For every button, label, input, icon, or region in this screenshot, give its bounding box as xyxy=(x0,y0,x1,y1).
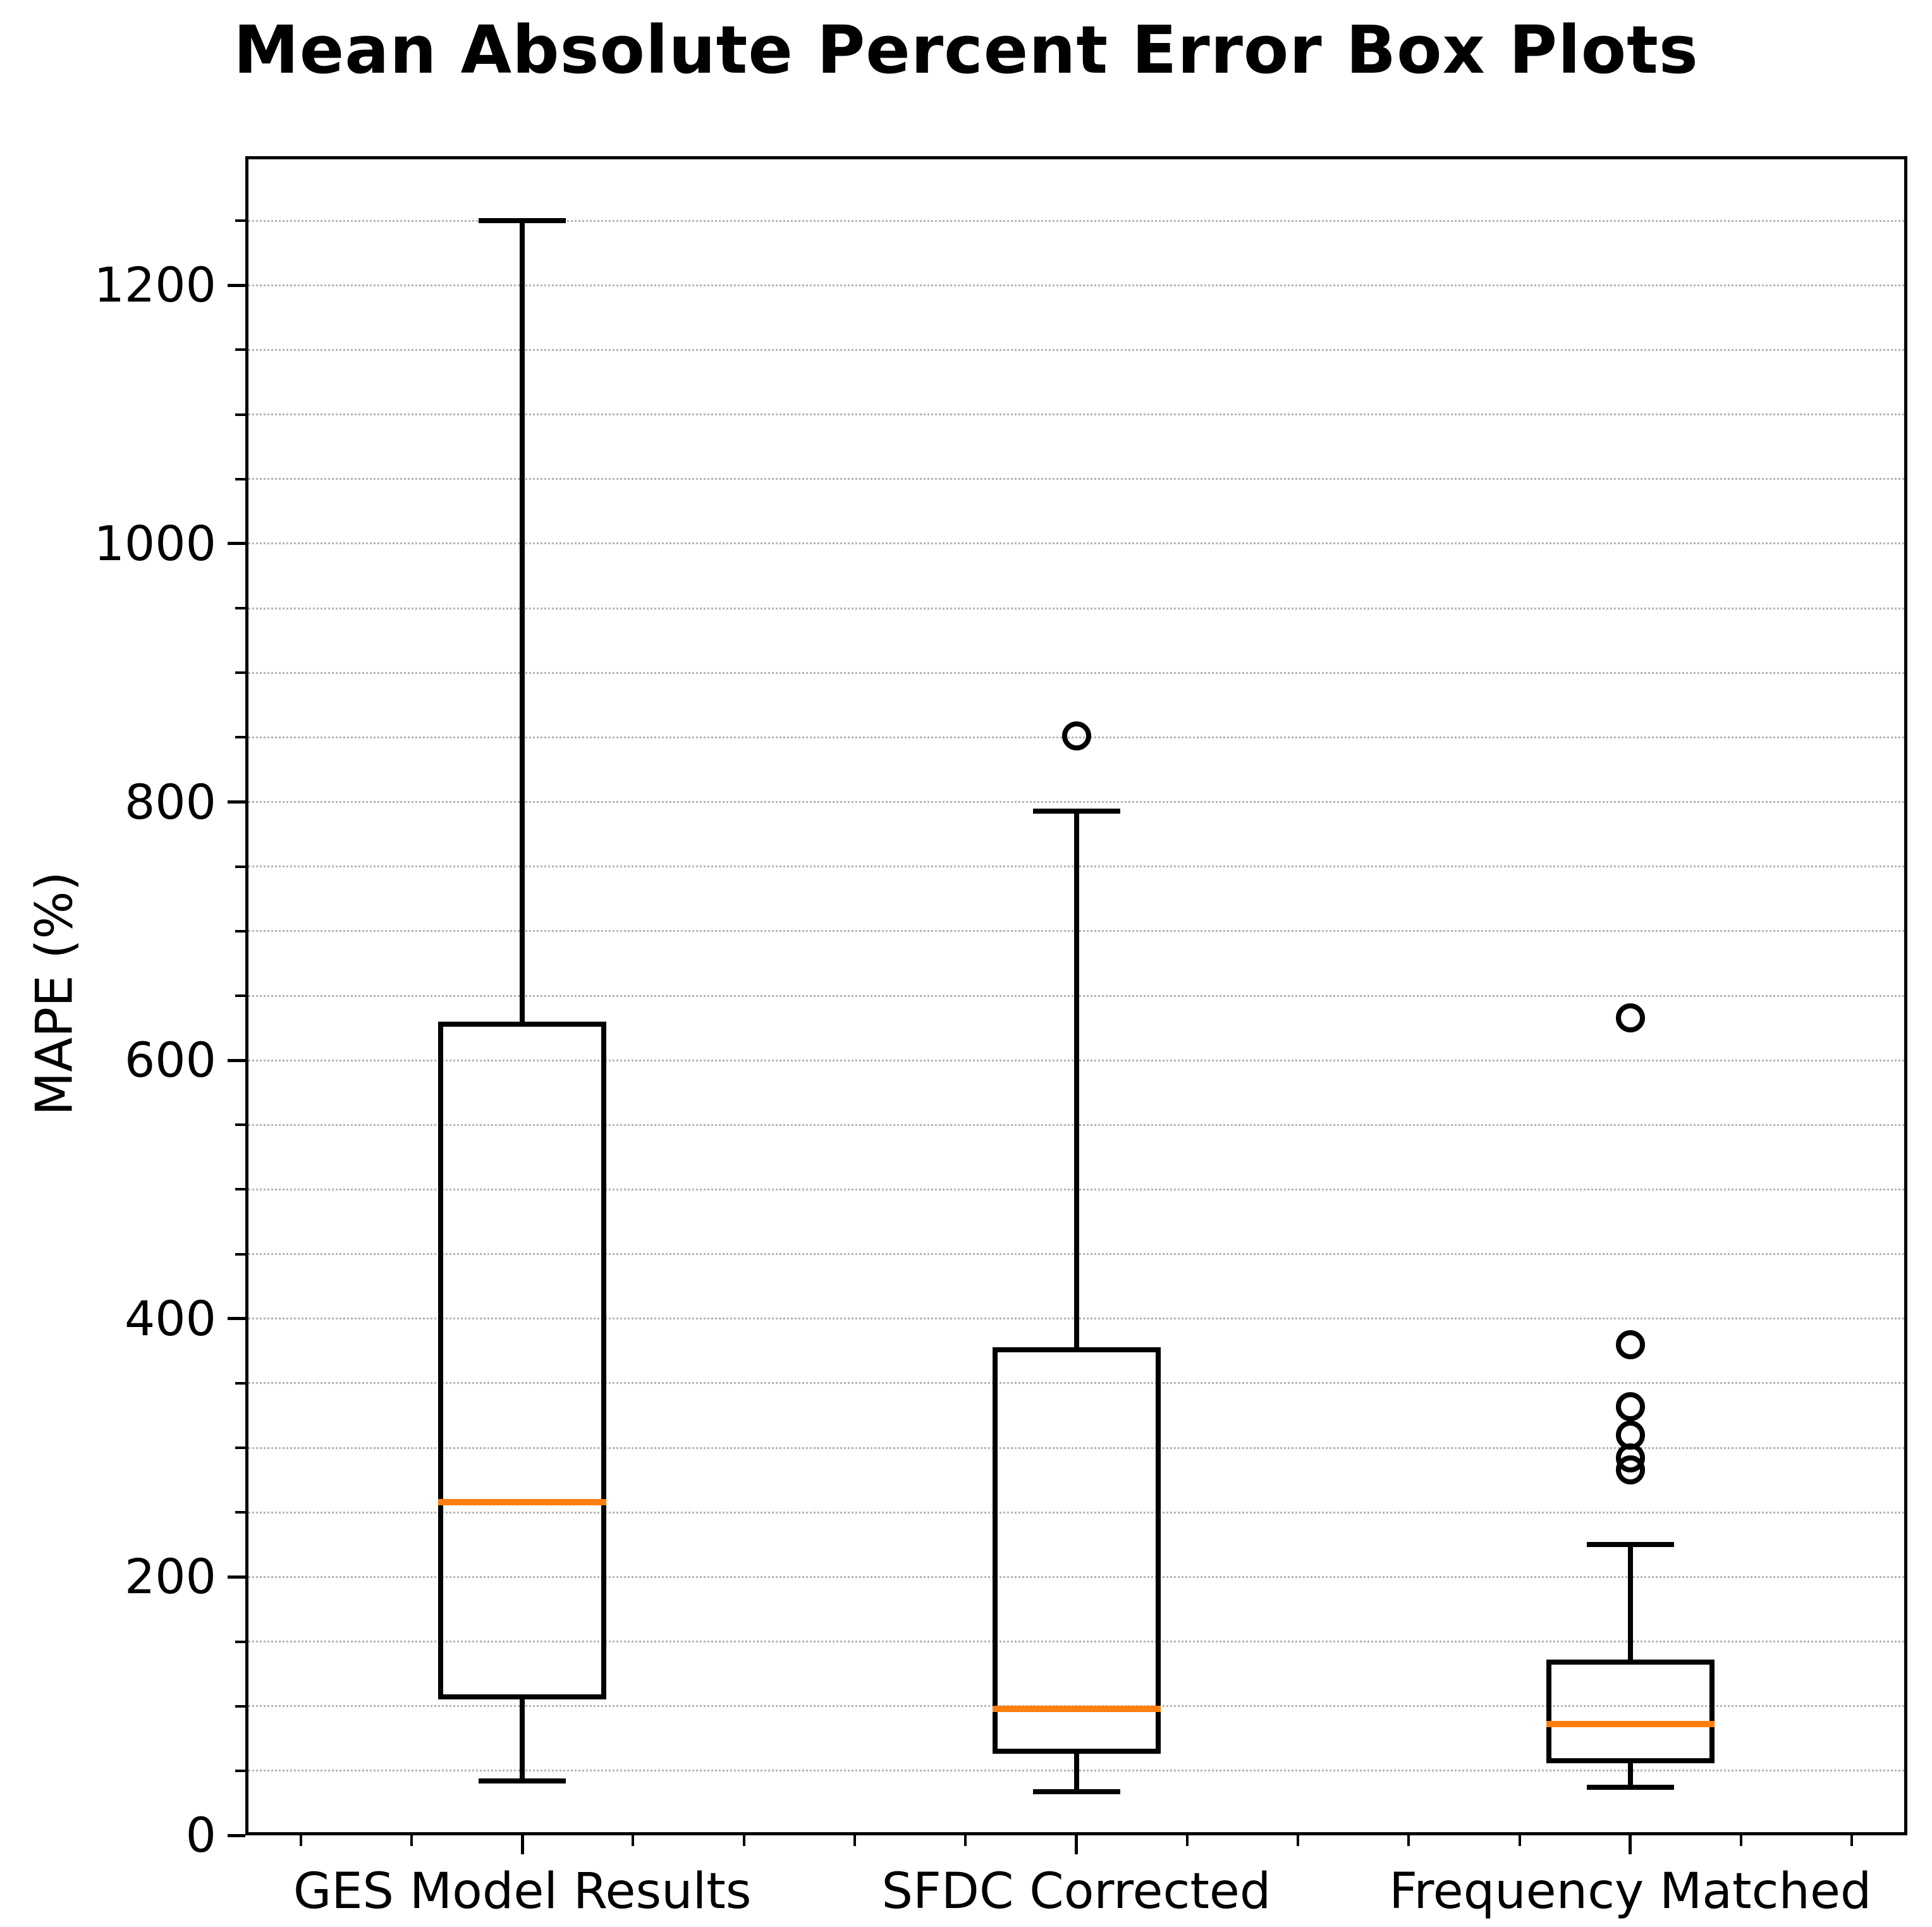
y-tick-label: 200 xyxy=(124,1548,216,1605)
y-major-tick xyxy=(228,1575,245,1579)
y-minor-tick xyxy=(235,1704,245,1708)
x-minor-tick xyxy=(410,1835,413,1846)
y-minor-tick xyxy=(235,671,245,675)
y-major-tick xyxy=(228,542,245,546)
y-minor-tick xyxy=(235,1447,245,1450)
y-gridline xyxy=(248,478,1904,480)
lower-whisker-stem xyxy=(1627,1763,1633,1788)
x-tick-label: Frequency Matched xyxy=(1389,1863,1872,1920)
lower-whisker-stem xyxy=(520,1699,525,1782)
y-major-tick xyxy=(228,1833,245,1837)
y-minor-tick xyxy=(235,994,245,997)
x-minor-tick xyxy=(1518,1835,1521,1846)
x-minor-tick xyxy=(1297,1835,1300,1846)
y-gridline xyxy=(248,219,1904,222)
outlier-point xyxy=(1061,721,1091,751)
y-minor-tick xyxy=(235,929,245,933)
y-minor-tick xyxy=(235,1123,245,1127)
y-major-tick xyxy=(228,1058,245,1062)
y-tick-label: 0 xyxy=(185,1807,216,1863)
x-minor-tick xyxy=(853,1835,856,1846)
outlier-point xyxy=(1615,1003,1645,1032)
y-minor-tick xyxy=(235,865,245,868)
y-minor-tick xyxy=(235,219,245,223)
lower-whisker-cap xyxy=(479,1778,566,1784)
upper-whisker-cap xyxy=(1586,1542,1674,1548)
median-line xyxy=(992,1705,1161,1712)
y-gridline xyxy=(248,801,1904,804)
y-minor-tick xyxy=(235,1381,245,1385)
y-minor-tick xyxy=(235,1769,245,1772)
x-minor-tick xyxy=(632,1835,635,1846)
y-minor-tick xyxy=(235,736,245,739)
y-major-tick xyxy=(228,1317,245,1321)
x-tick-label: SFDC Corrected xyxy=(881,1863,1271,1920)
y-tick-label: 1200 xyxy=(94,257,216,314)
outlier-point xyxy=(1615,1392,1645,1421)
outlier-point xyxy=(1615,1420,1645,1450)
iqr-box xyxy=(438,1021,607,1700)
x-minor-tick xyxy=(1850,1835,1854,1846)
x-major-tick xyxy=(1629,1835,1632,1854)
y-minor-tick xyxy=(235,1511,245,1514)
upper-whisker-cap xyxy=(1032,808,1120,814)
x-minor-tick xyxy=(1407,1835,1410,1846)
chart-title: Mean Absolute Percent Error Box Plots xyxy=(233,11,1699,89)
y-gridline xyxy=(248,413,1904,416)
y-gridline xyxy=(248,348,1904,351)
x-minor-tick xyxy=(1185,1835,1189,1846)
y-gridline xyxy=(248,1641,1904,1643)
y-minor-tick xyxy=(235,1188,245,1191)
y-gridline xyxy=(248,1511,1904,1514)
median-line xyxy=(1546,1721,1715,1728)
x-major-tick xyxy=(520,1835,524,1854)
iqr-box xyxy=(1546,1660,1715,1763)
y-gridline xyxy=(248,1382,1904,1385)
x-major-tick xyxy=(1075,1835,1078,1854)
y-tick-label: 1000 xyxy=(94,515,216,572)
y-gridline xyxy=(248,671,1904,674)
y-gridline xyxy=(248,284,1904,286)
y-minor-tick xyxy=(235,607,245,610)
y-tick-label: 600 xyxy=(124,1032,216,1089)
median-line xyxy=(438,1498,607,1505)
iqr-box xyxy=(992,1347,1161,1754)
x-minor-tick xyxy=(1740,1835,1743,1846)
y-minor-tick xyxy=(235,413,245,416)
lower-whisker-stem xyxy=(1073,1754,1079,1792)
y-minor-tick xyxy=(235,1640,245,1643)
x-minor-tick xyxy=(299,1835,302,1846)
upper-whisker-cap xyxy=(479,218,566,224)
upper-whisker-stem xyxy=(520,221,525,1022)
lower-whisker-cap xyxy=(1032,1789,1120,1794)
x-minor-tick xyxy=(964,1835,967,1846)
y-major-tick xyxy=(228,283,245,287)
x-tick-label: GES Model Results xyxy=(293,1863,752,1920)
upper-whisker-stem xyxy=(1627,1545,1633,1660)
outlier-point xyxy=(1615,1330,1645,1359)
y-minor-tick xyxy=(235,1252,245,1256)
y-minor-tick xyxy=(235,348,245,352)
y-major-tick xyxy=(228,800,245,804)
x-minor-tick xyxy=(742,1835,745,1846)
upper-whisker-stem xyxy=(1073,811,1079,1347)
y-gridline xyxy=(248,542,1904,545)
y-gridline xyxy=(248,1575,1904,1578)
y-tick-label: 400 xyxy=(124,1290,216,1347)
lower-whisker-cap xyxy=(1586,1785,1674,1790)
y-gridline xyxy=(248,607,1904,609)
y-gridline xyxy=(248,1447,1904,1449)
y-minor-tick xyxy=(235,477,245,480)
y-tick-label: 800 xyxy=(124,773,216,830)
